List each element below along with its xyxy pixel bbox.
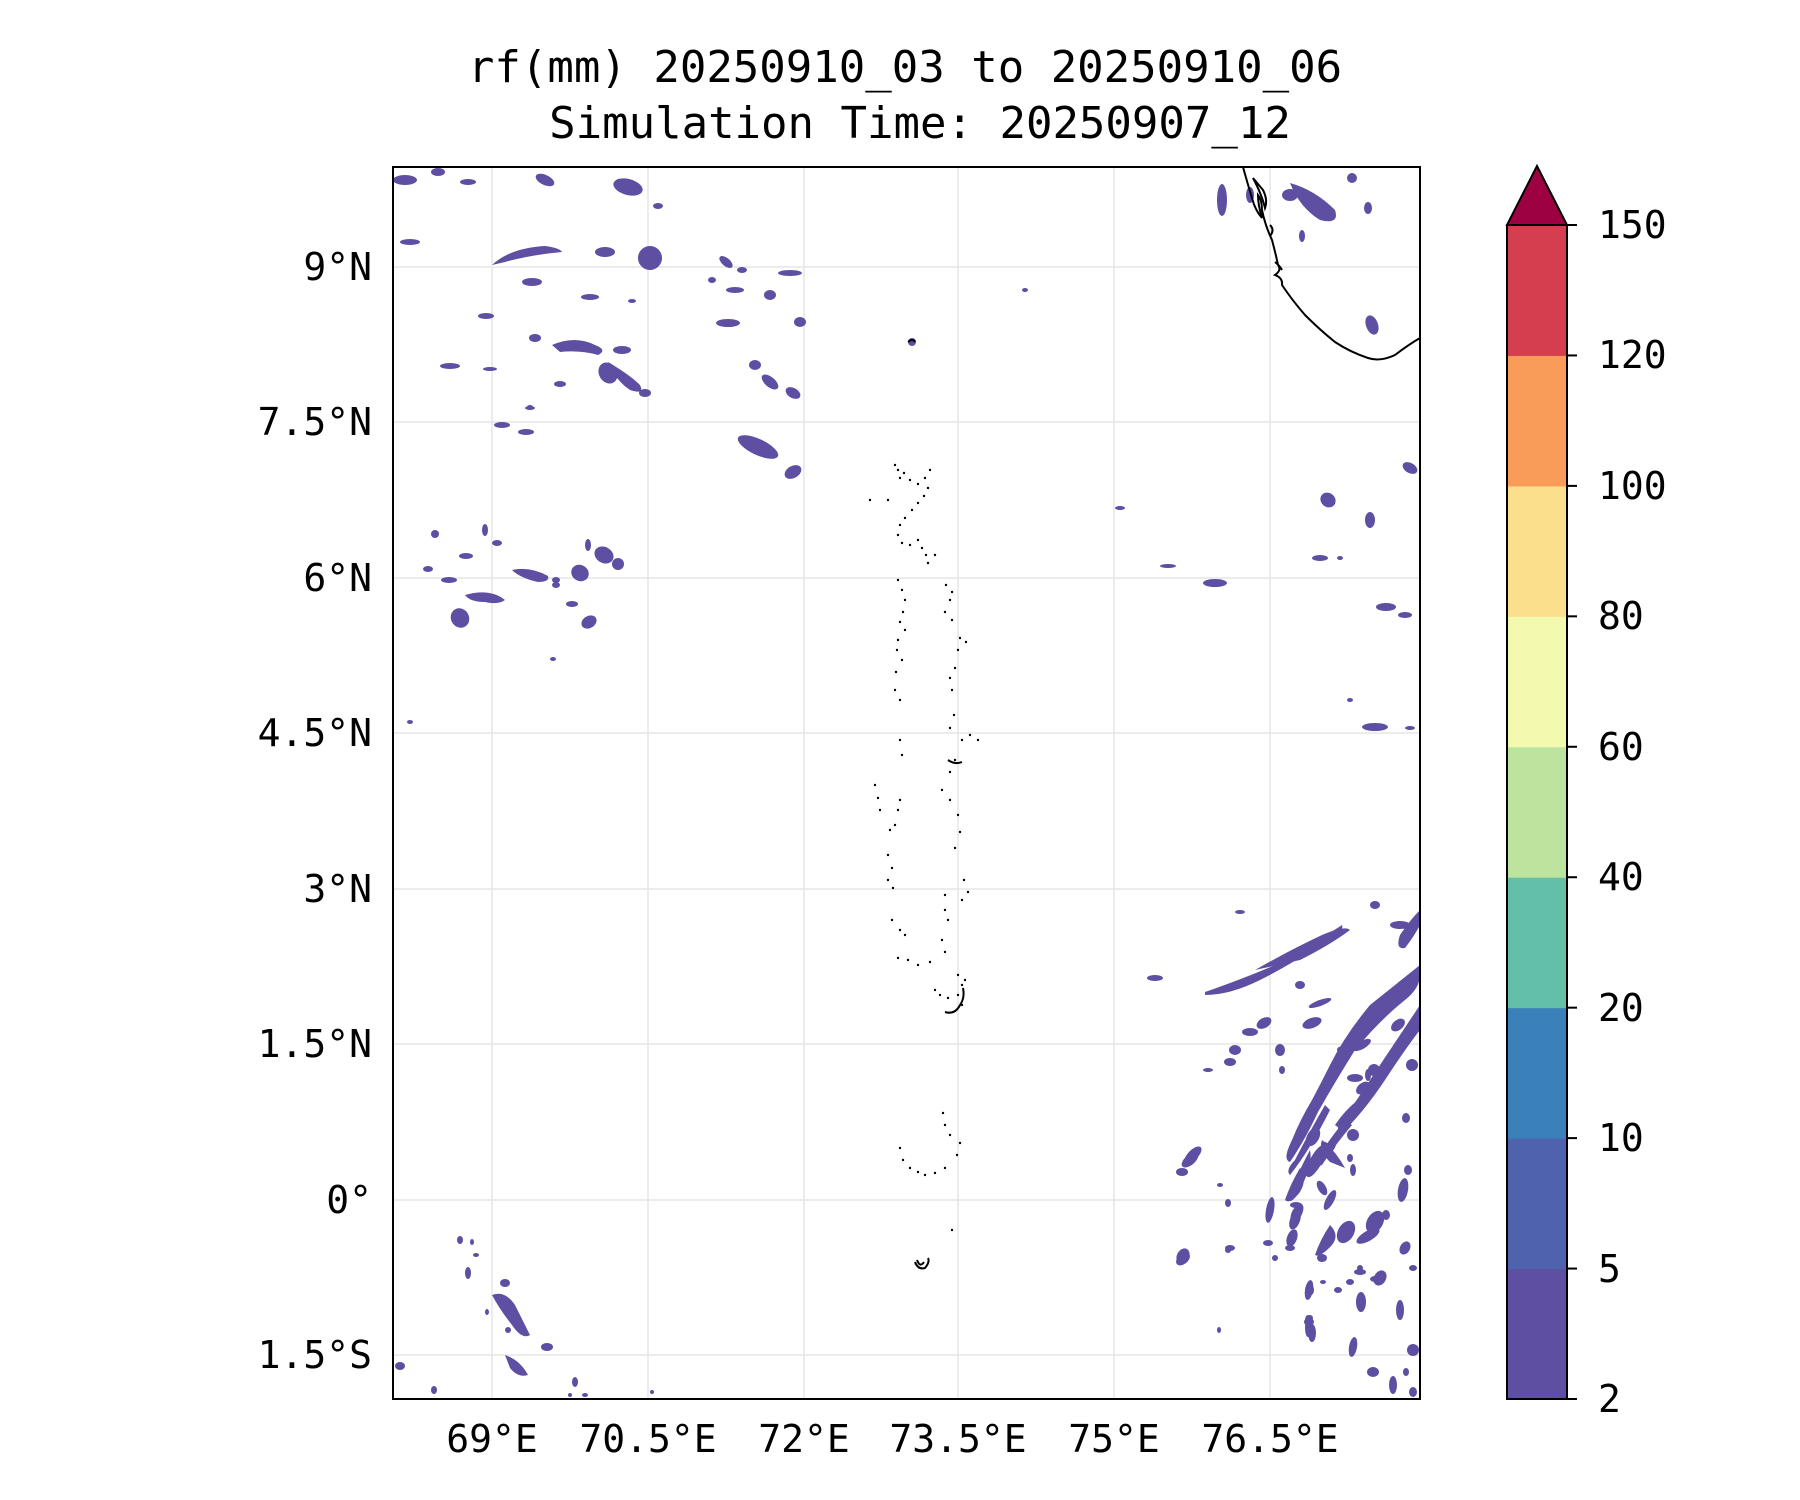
colorbar-segment (1507, 1268, 1567, 1400)
colorbar-tick-label: 20 (1598, 986, 1644, 1030)
lat-tick-label: 6°N (303, 556, 372, 600)
colorbar-tick-label: 150 (1598, 203, 1667, 247)
colorbar-frame (1506, 224, 1568, 1400)
lat-tick-label: 1.5°N (258, 1022, 372, 1066)
rainfall-patches (393, 168, 1420, 1397)
title-line-1: rf(mm) 20250910_03 to 20250910_06 (468, 42, 1342, 93)
colorbar-segments (1507, 225, 1567, 1400)
colorbar-segment (1507, 485, 1567, 617)
colorbar-ticks (1567, 224, 1577, 1400)
colorbar-tick-label: 2 (1598, 1377, 1621, 1421)
colorbar-tick-label: 10 (1598, 1116, 1644, 1160)
title-line-2: Simulation Time: 20250907_12 (549, 98, 1291, 149)
lon-tick-label: 73.5°E (889, 1417, 1026, 1461)
colorbar-tick-label: 100 (1598, 464, 1667, 508)
longitude-ticks: 69°E 70.5°E 72°E 73.5°E 75°E 76.5°E (446, 1417, 1338, 1461)
lon-tick-label: 72°E (758, 1417, 850, 1461)
colorbar-segment (1507, 877, 1567, 1009)
map-panel (392, 166, 1421, 1400)
colorbar-labels: 2 5 10 20 40 60 80 100 120 150 (1598, 203, 1667, 1421)
lat-tick-label: 4.5°N (258, 711, 372, 755)
lat-tick-label: 0° (326, 1178, 372, 1222)
colorbar-segment (1507, 616, 1567, 748)
latitude-ticks: 9°N 7.5°N 6°N 4.5°N 3°N 1.5°N 0° 1.5°S (258, 245, 372, 1377)
lon-tick-label: 69°E (446, 1417, 538, 1461)
island-dots (868, 339, 980, 1270)
colorbar-tick-label: 80 (1598, 594, 1644, 638)
lat-tick-label: 3°N (303, 867, 372, 911)
colorbar-segment (1507, 1138, 1567, 1270)
colorbar-segment (1507, 355, 1567, 487)
colorbar-tick-label: 40 (1598, 855, 1644, 899)
lat-tick-label: 1.5°S (258, 1333, 372, 1377)
colorbar-tick-label: 60 (1598, 725, 1644, 769)
colorbar-segment (1507, 746, 1567, 878)
map-gridlines (393, 167, 1420, 1399)
map-frame (392, 166, 1421, 1400)
colorbar-tick-label: 120 (1598, 333, 1667, 377)
colorbar-segment (1507, 225, 1567, 356)
colorbar-extend-triangle (1505, 163, 1569, 226)
lon-tick-label: 75°E (1068, 1417, 1160, 1461)
lon-tick-label: 70.5°E (579, 1417, 716, 1461)
lon-tick-label: 76.5°E (1201, 1417, 1338, 1461)
colorbar: 2 5 10 20 40 60 80 100 120 150 (1505, 163, 1667, 1421)
lat-tick-label: 7.5°N (258, 400, 372, 444)
coastline (1242, 166, 1421, 361)
colorbar-tick-label: 5 (1598, 1247, 1621, 1291)
colorbar-segment (1507, 1007, 1567, 1139)
lat-tick-label: 9°N (303, 245, 372, 289)
